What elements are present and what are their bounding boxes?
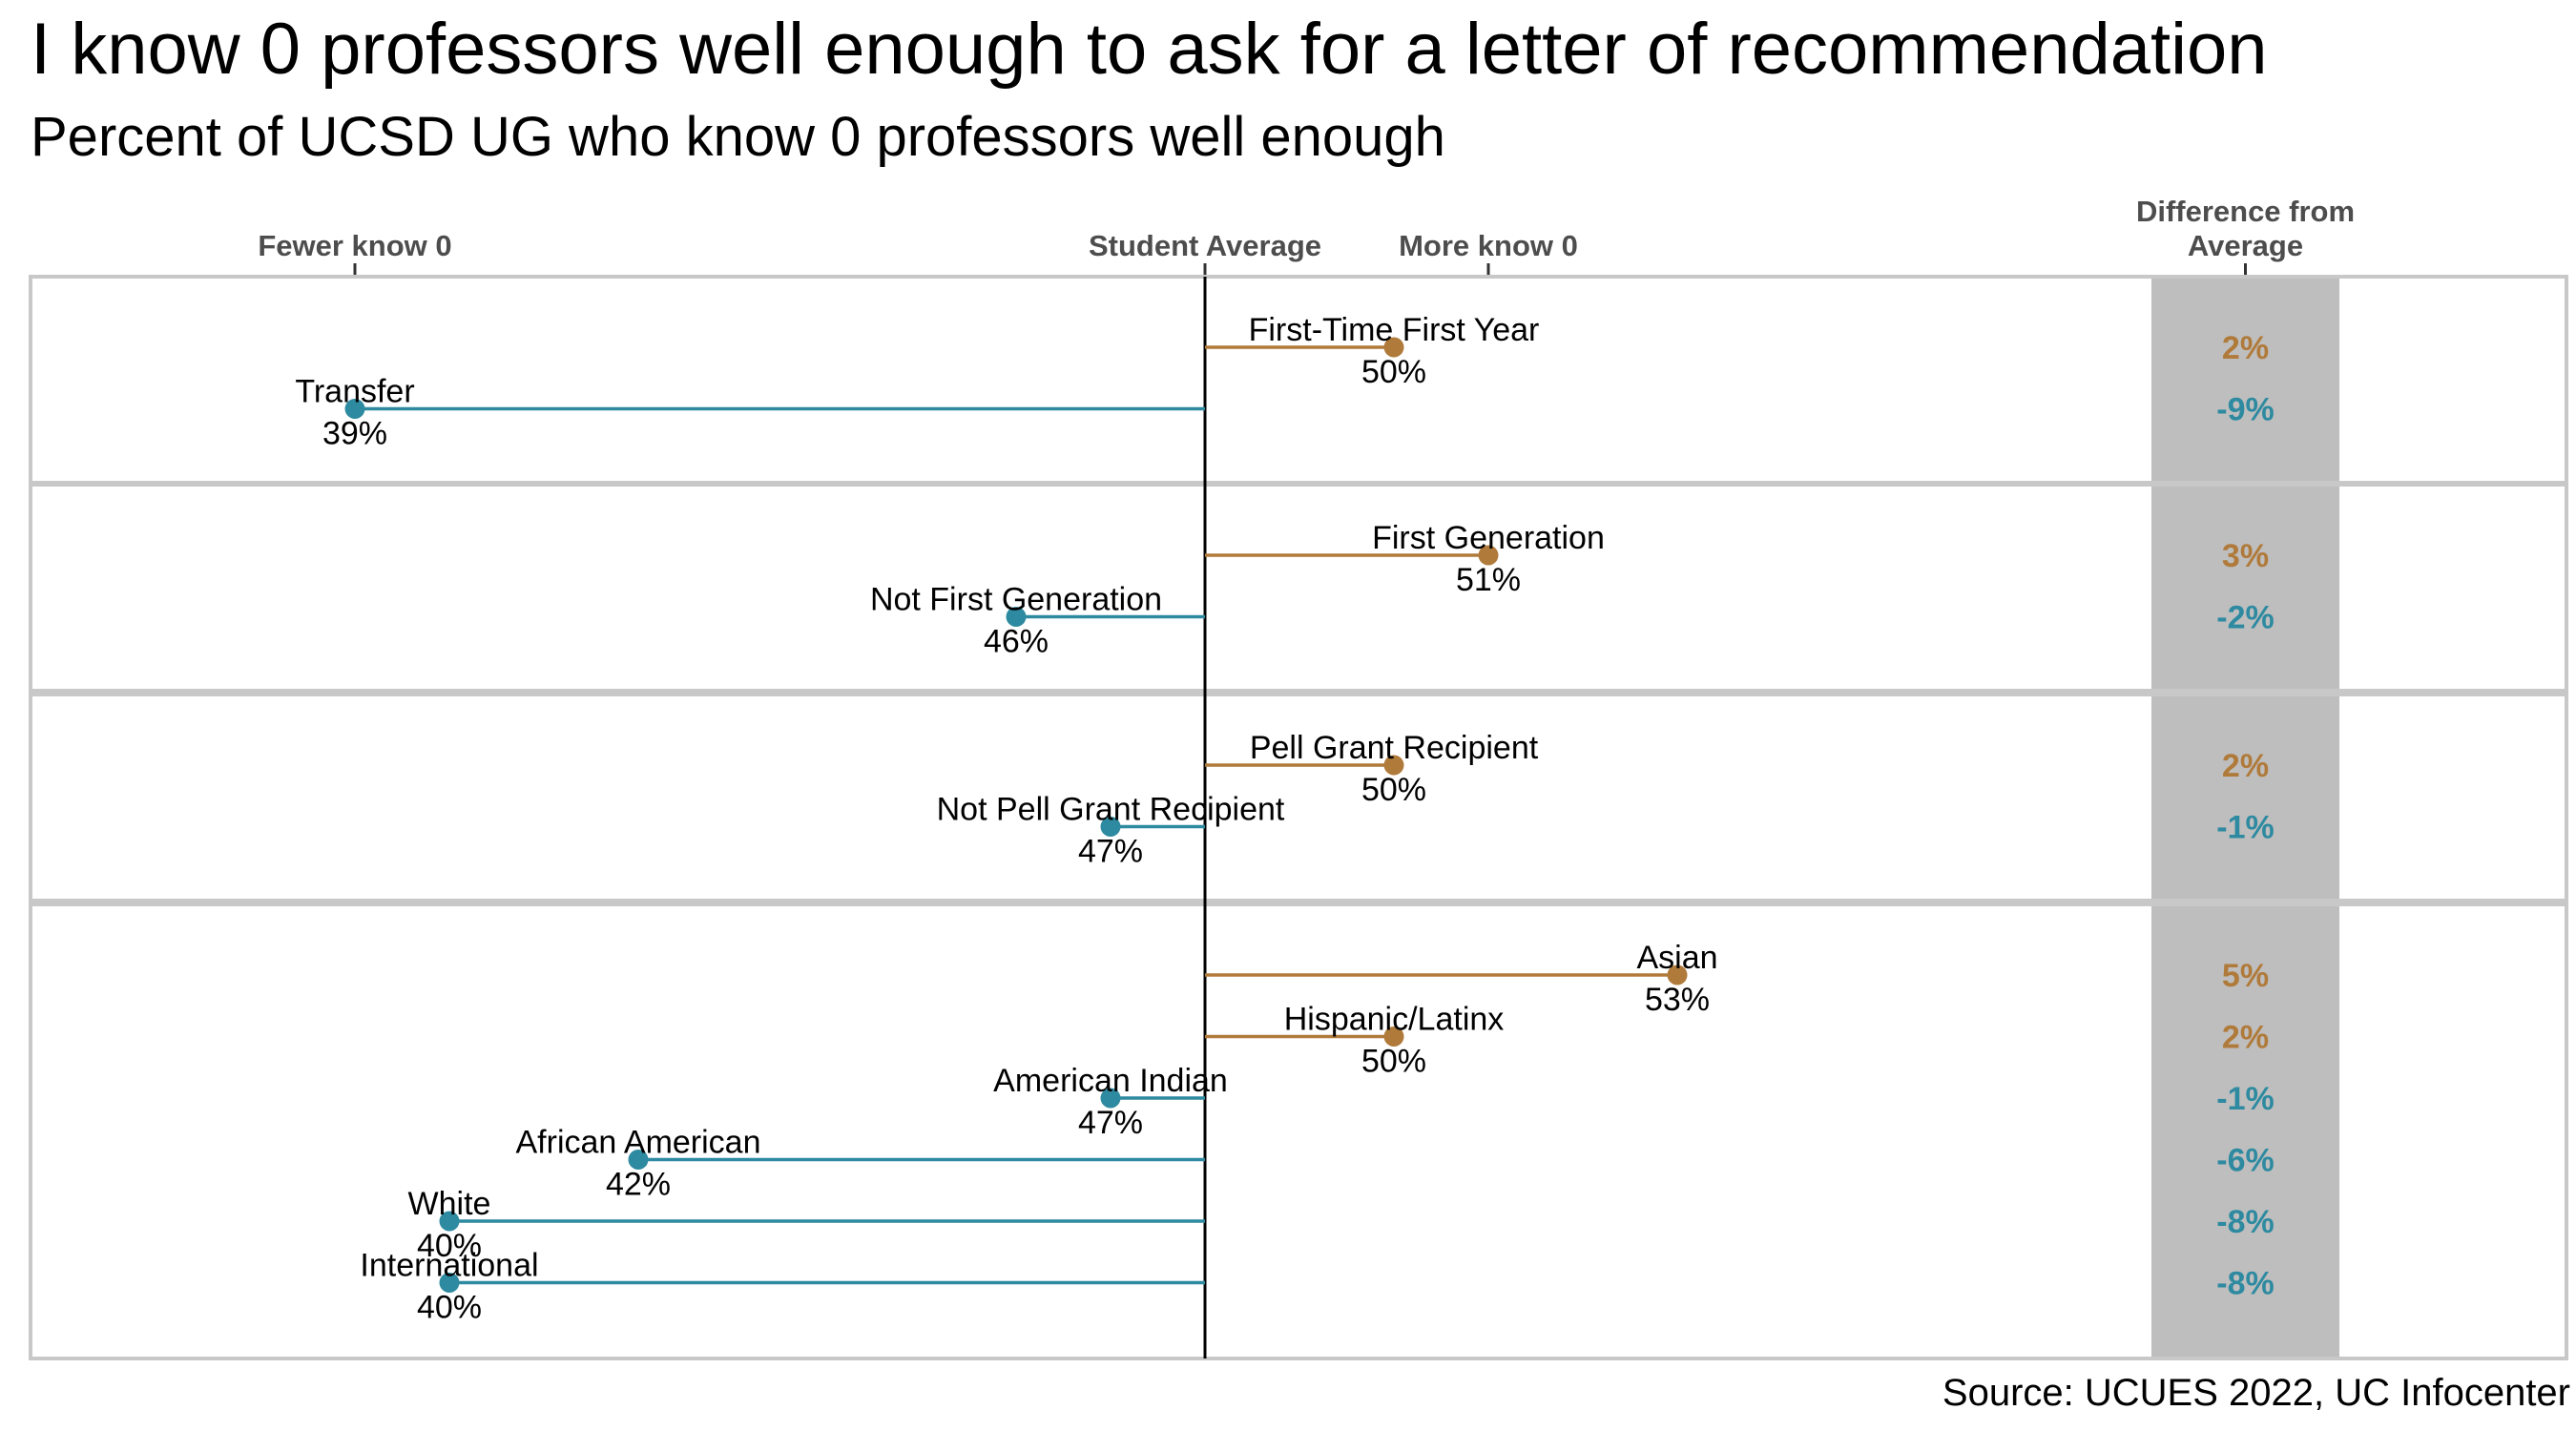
difference-label: -8% — [2216, 1266, 2274, 1302]
difference-label: -8% — [2216, 1204, 2274, 1240]
group-value-label: 40% — [417, 1290, 482, 1326]
group-value-label: 46% — [984, 624, 1049, 660]
diff-header-line2: Average — [2188, 229, 2303, 262]
axis-label: Fewer know 0 — [258, 229, 451, 262]
difference-label: -9% — [2216, 392, 2274, 428]
diff-header-line1: Difference from — [2136, 195, 2355, 228]
panel-border — [29, 902, 2568, 1360]
group-value-label: 39% — [322, 416, 387, 452]
group-name-label: International — [360, 1248, 538, 1284]
difference-label: 5% — [2222, 958, 2269, 994]
difference-label: 2% — [2222, 330, 2269, 366]
chart-title: I know 0 professors well enough to ask f… — [31, 9, 2268, 90]
group-value-label: 50% — [1361, 772, 1426, 808]
axis-label: Student Average — [1089, 229, 1321, 262]
group-value-label: 42% — [606, 1167, 671, 1203]
difference-label: 3% — [2222, 538, 2269, 574]
difference-band — [2151, 277, 2339, 1358]
lollipop-point — [1006, 607, 1027, 627]
group-name-label: Not First Generation — [870, 582, 1162, 618]
lollipop-point — [1383, 755, 1404, 776]
difference-label: -1% — [2216, 1081, 2274, 1117]
lollipop-point — [344, 399, 365, 419]
lollipop-point — [439, 1211, 460, 1232]
group-name-label: Not Pell Grant Recipient — [937, 792, 1285, 828]
difference-label: -2% — [2216, 600, 2274, 636]
group-value-label: 53% — [1645, 982, 1710, 1018]
difference-label: -6% — [2216, 1143, 2274, 1179]
group-name-label: Transfer — [295, 374, 414, 410]
group-value-label: 40% — [417, 1228, 482, 1264]
group-value-label: 50% — [1361, 354, 1426, 390]
group-value-label: 51% — [1456, 562, 1521, 598]
group-name-label: Hispanic/Latinx — [1284, 1002, 1505, 1038]
difference-label: -1% — [2216, 810, 2274, 846]
group-name-label: African American — [516, 1125, 761, 1161]
lollipop-point — [1383, 337, 1404, 358]
group-name-label: First-Time First Year — [1249, 312, 1540, 348]
group-name-label: American Indian — [993, 1063, 1228, 1099]
group-value-label: 50% — [1361, 1044, 1426, 1080]
lollipop-point — [1383, 1027, 1404, 1047]
panel-border — [29, 483, 2568, 693]
lollipop-point — [1100, 1088, 1121, 1109]
axis-label: More know 0 — [1399, 229, 1578, 262]
difference-label: 2% — [2222, 1020, 2269, 1056]
group-value-label: 47% — [1078, 834, 1143, 870]
lollipop-point — [1478, 545, 1499, 566]
group-name-label: Pell Grant Recipient — [1250, 730, 1539, 766]
lollipop-point — [1667, 964, 1688, 985]
group-name-label: Asian — [1636, 940, 1717, 976]
group-value-label: 47% — [1078, 1105, 1143, 1141]
panel-border — [29, 693, 2568, 902]
lollipop-point — [628, 1150, 649, 1170]
source-note: Source: UCUES 2022, UC Infocenter — [1942, 1372, 2570, 1414]
lollipop-point — [439, 1273, 460, 1293]
chart-subtitle: Percent of UCSD UG who know 0 professors… — [31, 106, 1445, 168]
group-name-label: White — [408, 1186, 491, 1222]
difference-label: 2% — [2222, 748, 2269, 784]
lollipop-point — [1100, 817, 1121, 837]
group-name-label: First Generation — [1372, 520, 1605, 556]
